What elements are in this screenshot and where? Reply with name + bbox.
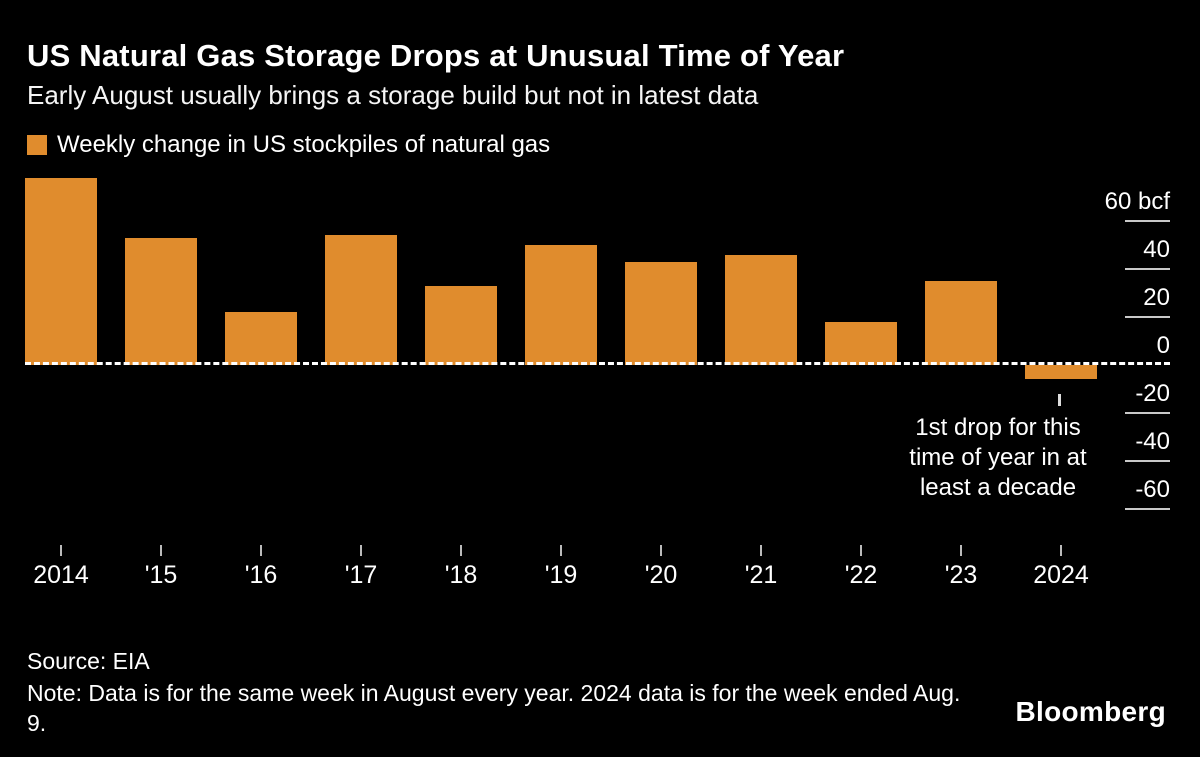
annotation-pointer-tick	[1058, 394, 1061, 406]
bar-19	[525, 245, 597, 365]
y-axis-tick	[1125, 316, 1170, 318]
x-axis-label: 2014	[33, 561, 89, 589]
x-axis-label: '16	[244, 561, 278, 589]
x-axis-tick	[960, 545, 962, 556]
zero-baseline	[25, 362, 1170, 365]
x-axis-tick	[460, 545, 462, 556]
legend-label: Weekly change in US stockpiles of natura…	[57, 131, 551, 158]
bar-22	[825, 321, 897, 365]
x-axis-label: '17	[344, 561, 378, 589]
x-axis-label: '20	[644, 561, 678, 589]
y-axis-label: 40	[1143, 236, 1170, 263]
legend-swatch-icon	[27, 135, 47, 155]
x-axis-label: '23	[944, 561, 978, 589]
bar-2024	[1025, 365, 1097, 380]
annotation-line-3: least a decade	[919, 474, 1077, 501]
x-axis-tick	[860, 545, 862, 556]
bar-16	[225, 312, 297, 365]
bar-18	[425, 285, 497, 365]
source-text: Source: EIA	[27, 648, 150, 674]
bar-17	[325, 235, 397, 365]
bloomberg-logo: Bloomberg	[1015, 696, 1166, 727]
x-axis-tick	[1060, 545, 1062, 556]
y-axis-tick	[1125, 412, 1170, 414]
x-axis-label: '19	[544, 561, 578, 589]
y-axis-label: 20	[1143, 284, 1170, 311]
y-axis-tick	[1125, 460, 1170, 462]
y-axis-tick	[1125, 220, 1170, 222]
x-axis-tick	[560, 545, 562, 556]
note-text: Note: Data is for the same week in Augus…	[27, 680, 961, 736]
x-axis-label: '21	[744, 561, 778, 589]
bar-21	[725, 254, 797, 365]
chart-subtitle: Early August usually brings a storage bu…	[27, 80, 759, 110]
annotation-line-1: 1st drop for this	[915, 414, 1081, 441]
x-axis-label: '18	[444, 561, 478, 589]
y-axis-label: -60	[1135, 476, 1170, 503]
x-axis-tick	[360, 545, 362, 556]
x-axis-label: 2024	[1033, 561, 1089, 589]
x-axis-tick	[260, 545, 262, 556]
annotation-text: 1st drop for this time of year in at lea…	[848, 413, 1148, 503]
bar-2014	[25, 177, 97, 365]
chart-legend: Weekly change in US stockpiles of natura…	[27, 131, 550, 159]
y-axis-tick	[1125, 508, 1170, 510]
y-axis-tick	[1125, 268, 1170, 270]
y-axis-label: 60 bcf	[1104, 188, 1170, 215]
x-axis-tick	[660, 545, 662, 556]
page-title: US Natural Gas Storage Drops at Unusual …	[27, 38, 845, 73]
y-axis-label: -20	[1135, 380, 1170, 407]
y-axis-label: -40	[1135, 428, 1170, 455]
annotation-line-2: time of year in at	[909, 444, 1087, 471]
bar-15	[125, 237, 197, 365]
y-axis-label: 0	[1156, 332, 1170, 359]
x-axis-tick	[60, 545, 62, 556]
x-axis-tick	[760, 545, 762, 556]
x-axis-label: '15	[144, 561, 178, 589]
x-axis-tick	[160, 545, 162, 556]
bar-23	[925, 281, 997, 365]
bar-20	[625, 261, 697, 365]
x-axis-label: '22	[844, 561, 878, 589]
